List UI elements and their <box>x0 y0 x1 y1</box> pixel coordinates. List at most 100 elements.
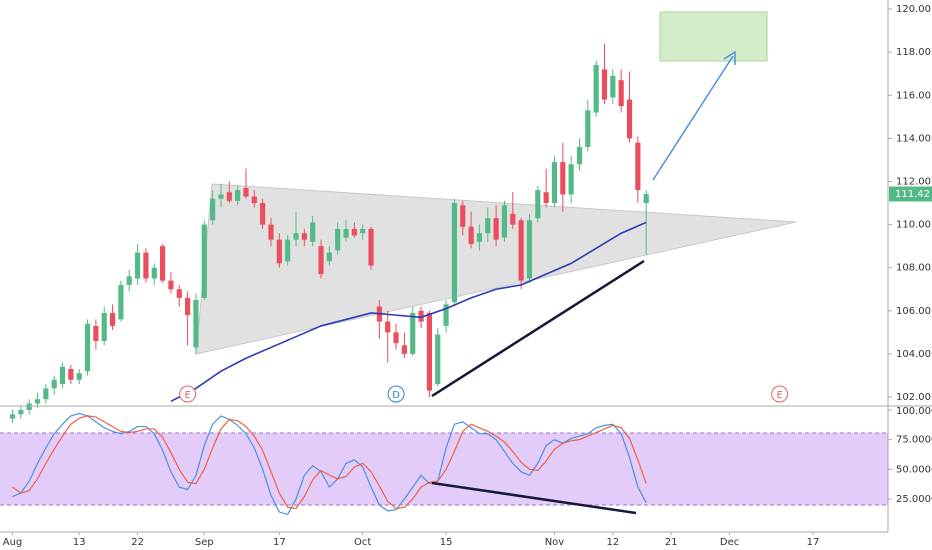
osc-y-tick-label: 100.0000 <box>896 406 932 417</box>
y-tick-label: 106.00 <box>896 306 931 317</box>
x-tick-label: Oct <box>354 537 371 548</box>
candle-body <box>476 233 483 242</box>
candle-body <box>501 205 508 238</box>
x-tick-label: 15 <box>440 537 453 548</box>
candle-body <box>568 164 574 195</box>
candle-body <box>460 205 466 227</box>
x-tick-label: Aug <box>3 537 23 548</box>
candle-body <box>576 146 583 165</box>
candle-body <box>435 334 441 385</box>
candle-body <box>160 246 166 281</box>
candle-body <box>59 366 66 385</box>
y-tick-label: 116.00 <box>896 90 931 101</box>
candle-body <box>151 267 157 279</box>
arrow-head <box>723 50 736 65</box>
candle-body <box>9 414 16 419</box>
candle-body <box>635 142 641 191</box>
candle-body <box>368 228 374 266</box>
y-tick-label: 108.00 <box>896 263 931 274</box>
candle-body <box>351 228 357 236</box>
candle-body <box>326 252 332 262</box>
candle-body <box>18 409 24 415</box>
x-tick-label: Sep <box>195 537 214 548</box>
y-tick-label: 112.00 <box>896 176 931 187</box>
candle-body <box>185 297 191 316</box>
candle-body <box>601 69 608 100</box>
candle-body <box>285 239 291 262</box>
oscillator-line <box>12 412 647 516</box>
candle-body <box>235 190 241 201</box>
candle-body <box>526 220 533 279</box>
candle-body <box>401 345 407 354</box>
candle-body <box>101 312 107 341</box>
projection-arrow <box>652 55 734 181</box>
candle-body <box>643 193 649 204</box>
candle-body <box>76 373 82 380</box>
candle-body <box>451 203 458 303</box>
event-marker <box>387 385 405 403</box>
candle-body <box>551 162 558 204</box>
oscillator-line <box>12 415 647 510</box>
last-price-box <box>889 186 932 202</box>
event-marker <box>179 385 197 403</box>
oscillator-band <box>0 433 888 505</box>
candle-body <box>218 194 224 199</box>
candle-body <box>593 65 599 113</box>
candle-body <box>301 233 307 240</box>
candle-body <box>385 321 391 333</box>
y-tick-label: 118.00 <box>896 47 931 58</box>
candle-body <box>268 224 274 240</box>
osc-y-tick-label: 75.0000 <box>896 435 932 446</box>
candle-body <box>560 162 566 195</box>
y-tick-label: 102.00 <box>896 392 931 403</box>
candle-body <box>335 228 341 251</box>
candle-body <box>535 190 541 219</box>
candle-body <box>393 332 399 344</box>
candle-body <box>426 312 432 391</box>
candle-body <box>201 224 207 298</box>
candle-body <box>34 399 41 404</box>
candle-body <box>276 239 282 264</box>
candle-body <box>485 218 491 234</box>
candle-body <box>468 226 474 244</box>
candle-body <box>626 99 633 139</box>
candle-body <box>176 289 182 298</box>
osc-y-tick-label: 25.0000 <box>896 494 932 505</box>
event-label: D <box>392 390 400 401</box>
candle-body <box>26 403 32 410</box>
x-tick-label: 22 <box>131 537 144 548</box>
candle-body <box>360 228 366 234</box>
marks <box>9 43 649 516</box>
candle-body <box>243 187 249 197</box>
x-tick-label: 21 <box>665 537 678 548</box>
event-marker <box>771 385 789 403</box>
candle-body <box>410 312 416 354</box>
candle-body <box>193 300 199 348</box>
candle-body <box>260 203 266 225</box>
candle-body <box>51 379 57 389</box>
last-price-label: 111.42 <box>895 189 930 200</box>
candle-body <box>68 369 74 380</box>
candle-body <box>126 276 132 285</box>
candle-body <box>585 110 591 147</box>
x-tick-label: Dec <box>720 537 739 548</box>
event-label: E <box>184 390 190 401</box>
x-tick-label: 12 <box>606 537 619 548</box>
target-box <box>659 11 768 62</box>
candle-body <box>618 80 624 107</box>
background-drawings <box>0 11 888 506</box>
candle-body <box>443 304 449 326</box>
candle-body <box>293 233 299 240</box>
candle-body <box>168 280 174 290</box>
trend-line <box>431 259 645 398</box>
candle-body <box>84 323 91 372</box>
x-tick-label: Nov <box>545 537 565 548</box>
y-tick-label: 104.00 <box>896 349 931 360</box>
candle-body <box>118 284 124 320</box>
x-tick-label: 17 <box>807 537 820 548</box>
divergence-line <box>431 481 637 515</box>
y-tick-label: 110.00 <box>896 220 931 231</box>
event-label: E <box>776 390 782 401</box>
